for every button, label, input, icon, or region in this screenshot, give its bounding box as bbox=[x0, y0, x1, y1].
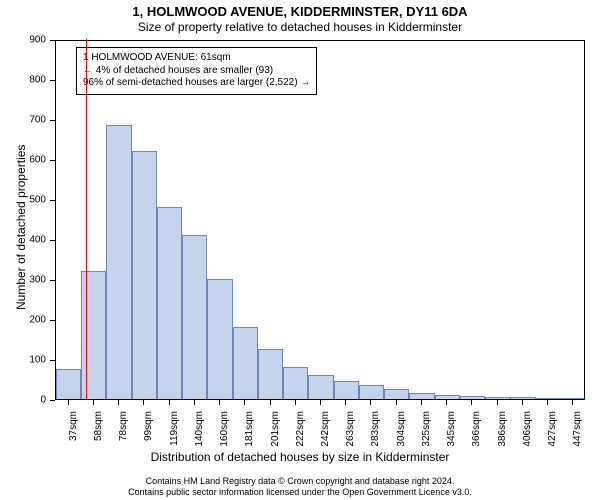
chart-title-line1: 1, HOLMWOOD AVENUE, KIDDERMINSTER, DY11 … bbox=[0, 4, 600, 19]
x-tick-label: 242sqm bbox=[320, 411, 331, 461]
x-tick-label: 140sqm bbox=[194, 411, 205, 461]
x-tick-mark bbox=[320, 400, 321, 405]
x-tick-label: 78sqm bbox=[118, 411, 129, 461]
histogram-bar bbox=[182, 235, 207, 399]
histogram-bar bbox=[207, 279, 232, 399]
x-tick-label: 119sqm bbox=[169, 411, 180, 461]
x-tick-label: 406sqm bbox=[522, 411, 533, 461]
y-tick-label: 100 bbox=[0, 355, 46, 366]
y-tick-mark bbox=[50, 120, 55, 121]
histogram-bar bbox=[460, 396, 485, 399]
x-tick-label: 201sqm bbox=[270, 411, 281, 461]
histogram-bar bbox=[409, 393, 434, 399]
x-tick-mark bbox=[396, 400, 397, 405]
x-tick-mark bbox=[522, 400, 523, 405]
y-tick-mark bbox=[50, 360, 55, 361]
x-tick-mark bbox=[497, 400, 498, 405]
x-tick-mark bbox=[118, 400, 119, 405]
figure-root: 1, HOLMWOOD AVENUE, KIDDERMINSTER, DY11 … bbox=[0, 0, 600, 500]
x-tick-mark bbox=[421, 400, 422, 405]
annotation-line-1: 1 HOLMWOOD AVENUE: 61sqm bbox=[83, 52, 310, 65]
x-tick-mark bbox=[446, 400, 447, 405]
x-tick-label: 99sqm bbox=[143, 411, 154, 461]
y-tick-label: 0 bbox=[0, 395, 46, 406]
y-tick-mark bbox=[50, 240, 55, 241]
y-tick-mark bbox=[50, 320, 55, 321]
histogram-bar bbox=[561, 398, 586, 399]
footer-line-2: Contains public sector information licen… bbox=[0, 487, 600, 498]
annotation-box: 1 HOLMWOOD AVENUE: 61sqm ← 4% of detache… bbox=[76, 47, 317, 95]
y-tick-mark bbox=[50, 280, 55, 281]
histogram-bar bbox=[435, 395, 460, 399]
x-tick-label: 181sqm bbox=[244, 411, 255, 461]
histogram-bar bbox=[233, 327, 258, 399]
x-tick-label: 427sqm bbox=[547, 411, 558, 461]
footer-attribution: Contains HM Land Registry data © Crown c… bbox=[0, 476, 600, 498]
x-tick-mark bbox=[270, 400, 271, 405]
y-tick-label: 300 bbox=[0, 275, 46, 286]
y-tick-label: 800 bbox=[0, 75, 46, 86]
annotation-line-2: ← 4% of detached houses are smaller (93) bbox=[83, 65, 310, 78]
x-tick-mark bbox=[143, 400, 144, 405]
annotation-line-3: 96% of semi-detached houses are larger (… bbox=[83, 77, 310, 90]
x-tick-mark bbox=[345, 400, 346, 405]
y-tick-label: 400 bbox=[0, 235, 46, 246]
x-tick-label: 160sqm bbox=[219, 411, 230, 461]
x-tick-label: 37sqm bbox=[68, 411, 79, 461]
histogram-bar bbox=[106, 125, 131, 399]
x-tick-label: 304sqm bbox=[396, 411, 407, 461]
x-tick-label: 447sqm bbox=[572, 411, 583, 461]
y-tick-label: 600 bbox=[0, 155, 46, 166]
x-tick-label: 345sqm bbox=[446, 411, 457, 461]
y-tick-label: 500 bbox=[0, 195, 46, 206]
histogram-bar bbox=[334, 381, 359, 399]
x-tick-mark bbox=[219, 400, 220, 405]
histogram-bar bbox=[536, 398, 561, 399]
plot-area: 1 HOLMWOOD AVENUE: 61sqm ← 4% of detache… bbox=[55, 40, 585, 400]
x-tick-mark bbox=[194, 400, 195, 405]
x-tick-label: 283sqm bbox=[370, 411, 381, 461]
histogram-bar bbox=[56, 369, 81, 399]
y-tick-label: 700 bbox=[0, 115, 46, 126]
histogram-bar bbox=[283, 367, 308, 399]
x-tick-mark bbox=[68, 400, 69, 405]
x-tick-mark bbox=[295, 400, 296, 405]
histogram-bar bbox=[384, 389, 409, 399]
x-tick-label: 222sqm bbox=[295, 411, 306, 461]
y-tick-label: 200 bbox=[0, 315, 46, 326]
y-tick-mark bbox=[50, 160, 55, 161]
reference-line bbox=[86, 39, 87, 399]
x-tick-label: 58sqm bbox=[93, 411, 104, 461]
chart-title-line2: Size of property relative to detached ho… bbox=[0, 20, 600, 34]
x-tick-mark bbox=[471, 400, 472, 405]
histogram-bar bbox=[132, 151, 157, 399]
x-tick-label: 366sqm bbox=[471, 411, 482, 461]
x-tick-mark bbox=[244, 400, 245, 405]
y-tick-mark bbox=[50, 80, 55, 81]
histogram-bar bbox=[308, 375, 333, 399]
x-tick-label: 263sqm bbox=[345, 411, 356, 461]
x-tick-mark bbox=[370, 400, 371, 405]
histogram-bar bbox=[485, 397, 510, 399]
y-tick-mark bbox=[50, 40, 55, 41]
histogram-bar bbox=[258, 349, 283, 399]
x-tick-mark bbox=[572, 400, 573, 405]
x-tick-mark bbox=[547, 400, 548, 405]
x-tick-mark bbox=[93, 400, 94, 405]
y-tick-mark bbox=[50, 400, 55, 401]
y-tick-mark bbox=[50, 200, 55, 201]
footer-line-1: Contains HM Land Registry data © Crown c… bbox=[0, 476, 600, 487]
histogram-bar bbox=[359, 385, 384, 399]
x-tick-label: 325sqm bbox=[421, 411, 432, 461]
histogram-bar bbox=[510, 397, 535, 399]
y-tick-label: 900 bbox=[0, 35, 46, 46]
histogram-bar bbox=[157, 207, 182, 399]
x-tick-mark bbox=[169, 400, 170, 405]
x-tick-label: 386sqm bbox=[497, 411, 508, 461]
